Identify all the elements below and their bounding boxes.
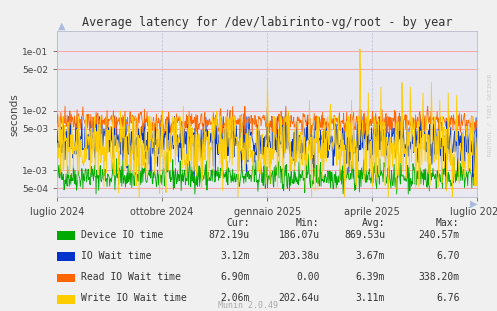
Text: IO Wait time: IO Wait time bbox=[81, 251, 152, 261]
Text: 2.06m: 2.06m bbox=[220, 293, 249, 303]
Text: 3.12m: 3.12m bbox=[220, 251, 249, 261]
Text: Cur:: Cur: bbox=[226, 218, 249, 228]
FancyBboxPatch shape bbox=[57, 231, 75, 240]
Text: 240.57m: 240.57m bbox=[418, 230, 460, 240]
Text: 3.11m: 3.11m bbox=[356, 293, 385, 303]
Text: 6.70: 6.70 bbox=[436, 251, 460, 261]
Text: 6.90m: 6.90m bbox=[220, 272, 249, 282]
Text: 869.53u: 869.53u bbox=[344, 230, 385, 240]
Text: 186.07u: 186.07u bbox=[278, 230, 320, 240]
Text: Write IO Wait time: Write IO Wait time bbox=[81, 293, 187, 303]
Text: 872.19u: 872.19u bbox=[208, 230, 249, 240]
FancyBboxPatch shape bbox=[57, 253, 75, 261]
Text: 203.38u: 203.38u bbox=[278, 251, 320, 261]
Text: Max:: Max: bbox=[436, 218, 460, 228]
Text: RRDTOOL / TOBI OETIKER: RRDTOOL / TOBI OETIKER bbox=[487, 74, 492, 156]
Title: Average latency for /dev/labirinto-vg/root - by year: Average latency for /dev/labirinto-vg/ro… bbox=[82, 16, 452, 29]
Y-axis label: seconds: seconds bbox=[9, 93, 19, 136]
Text: Munin 2.0.49: Munin 2.0.49 bbox=[219, 301, 278, 310]
Text: Min:: Min: bbox=[296, 218, 320, 228]
Text: 6.76: 6.76 bbox=[436, 293, 460, 303]
Text: 338.20m: 338.20m bbox=[418, 272, 460, 282]
Text: 0.00: 0.00 bbox=[296, 272, 320, 282]
Text: ▶: ▶ bbox=[470, 199, 477, 209]
Text: 3.67m: 3.67m bbox=[356, 251, 385, 261]
Text: Device IO time: Device IO time bbox=[81, 230, 164, 240]
Text: 6.39m: 6.39m bbox=[356, 272, 385, 282]
Text: 202.64u: 202.64u bbox=[278, 293, 320, 303]
FancyBboxPatch shape bbox=[57, 274, 75, 282]
Text: Avg:: Avg: bbox=[362, 218, 385, 228]
FancyBboxPatch shape bbox=[57, 295, 75, 304]
Text: Read IO Wait time: Read IO Wait time bbox=[81, 272, 181, 282]
Text: ▲: ▲ bbox=[58, 21, 66, 31]
